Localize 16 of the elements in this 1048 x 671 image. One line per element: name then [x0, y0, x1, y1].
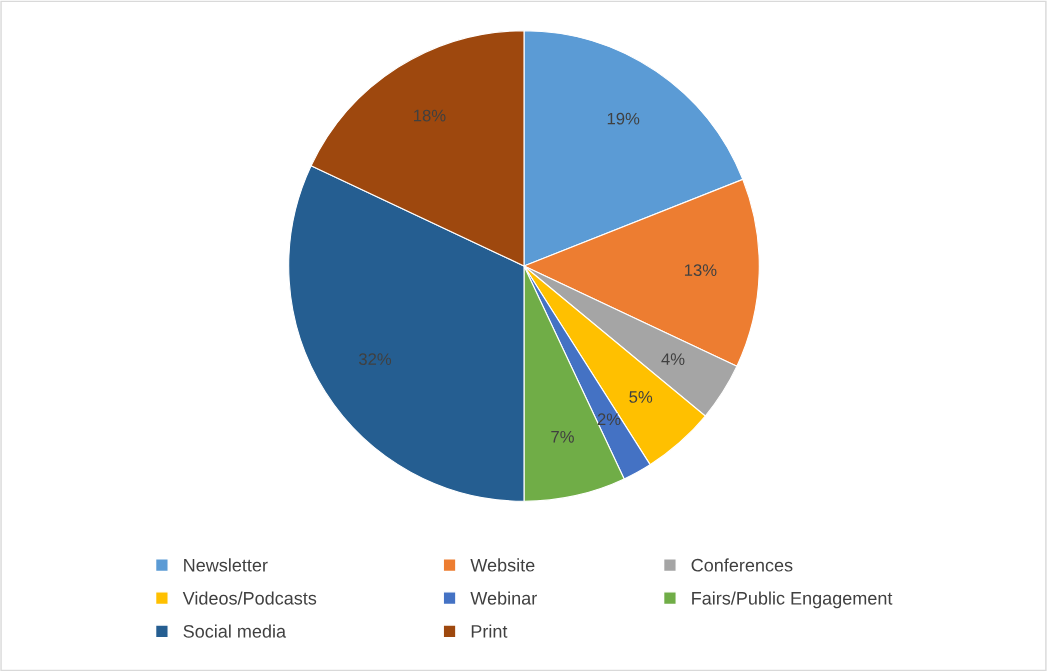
legend-label: Videos/Podcasts: [182, 591, 317, 605]
data-label: 18%: [414, 109, 446, 122]
data-label: 7%: [551, 430, 574, 443]
data-label: 5%: [629, 391, 653, 403]
legend-label: Newsletter: [184, 558, 268, 572]
legend-label: Website: [470, 558, 535, 572]
data-label: 2%: [597, 413, 621, 426]
data-label: 32%: [358, 353, 392, 366]
data-label: 19%: [607, 112, 640, 125]
legend-label: Webinar: [470, 591, 537, 605]
legend-label: Fairs/Public Engagement: [692, 591, 893, 609]
data-label: 13%: [684, 264, 717, 277]
legend-label: Conferences: [691, 558, 793, 572]
legend-label: Social media: [183, 624, 287, 638]
data-label: 4%: [661, 353, 685, 365]
legend-label: Print: [471, 624, 508, 638]
